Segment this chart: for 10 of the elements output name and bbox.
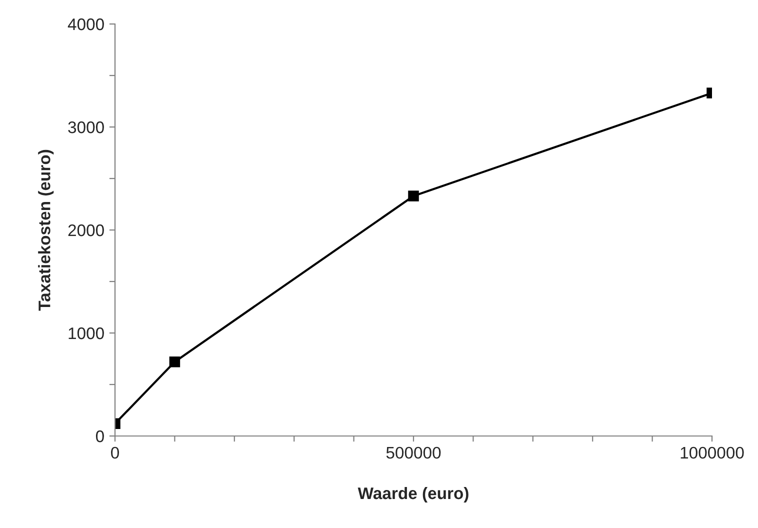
x-tick-label: 1000000 <box>680 446 744 459</box>
x-tick-label: 0 <box>111 446 119 459</box>
y-tick-label: 4000 <box>68 18 104 30</box>
y-tick-label: 1000 <box>68 327 104 340</box>
x-axis-title: Waarde (euro) <box>358 486 468 502</box>
y-tick-label: 3000 <box>68 121 104 134</box>
y-tick-label: 0 <box>96 430 104 442</box>
y-tick-label: 2000 <box>68 224 104 236</box>
x-tick-label: 500000 <box>386 446 441 459</box>
y-axis-title: Taxatiekosten (euro) <box>38 150 54 311</box>
